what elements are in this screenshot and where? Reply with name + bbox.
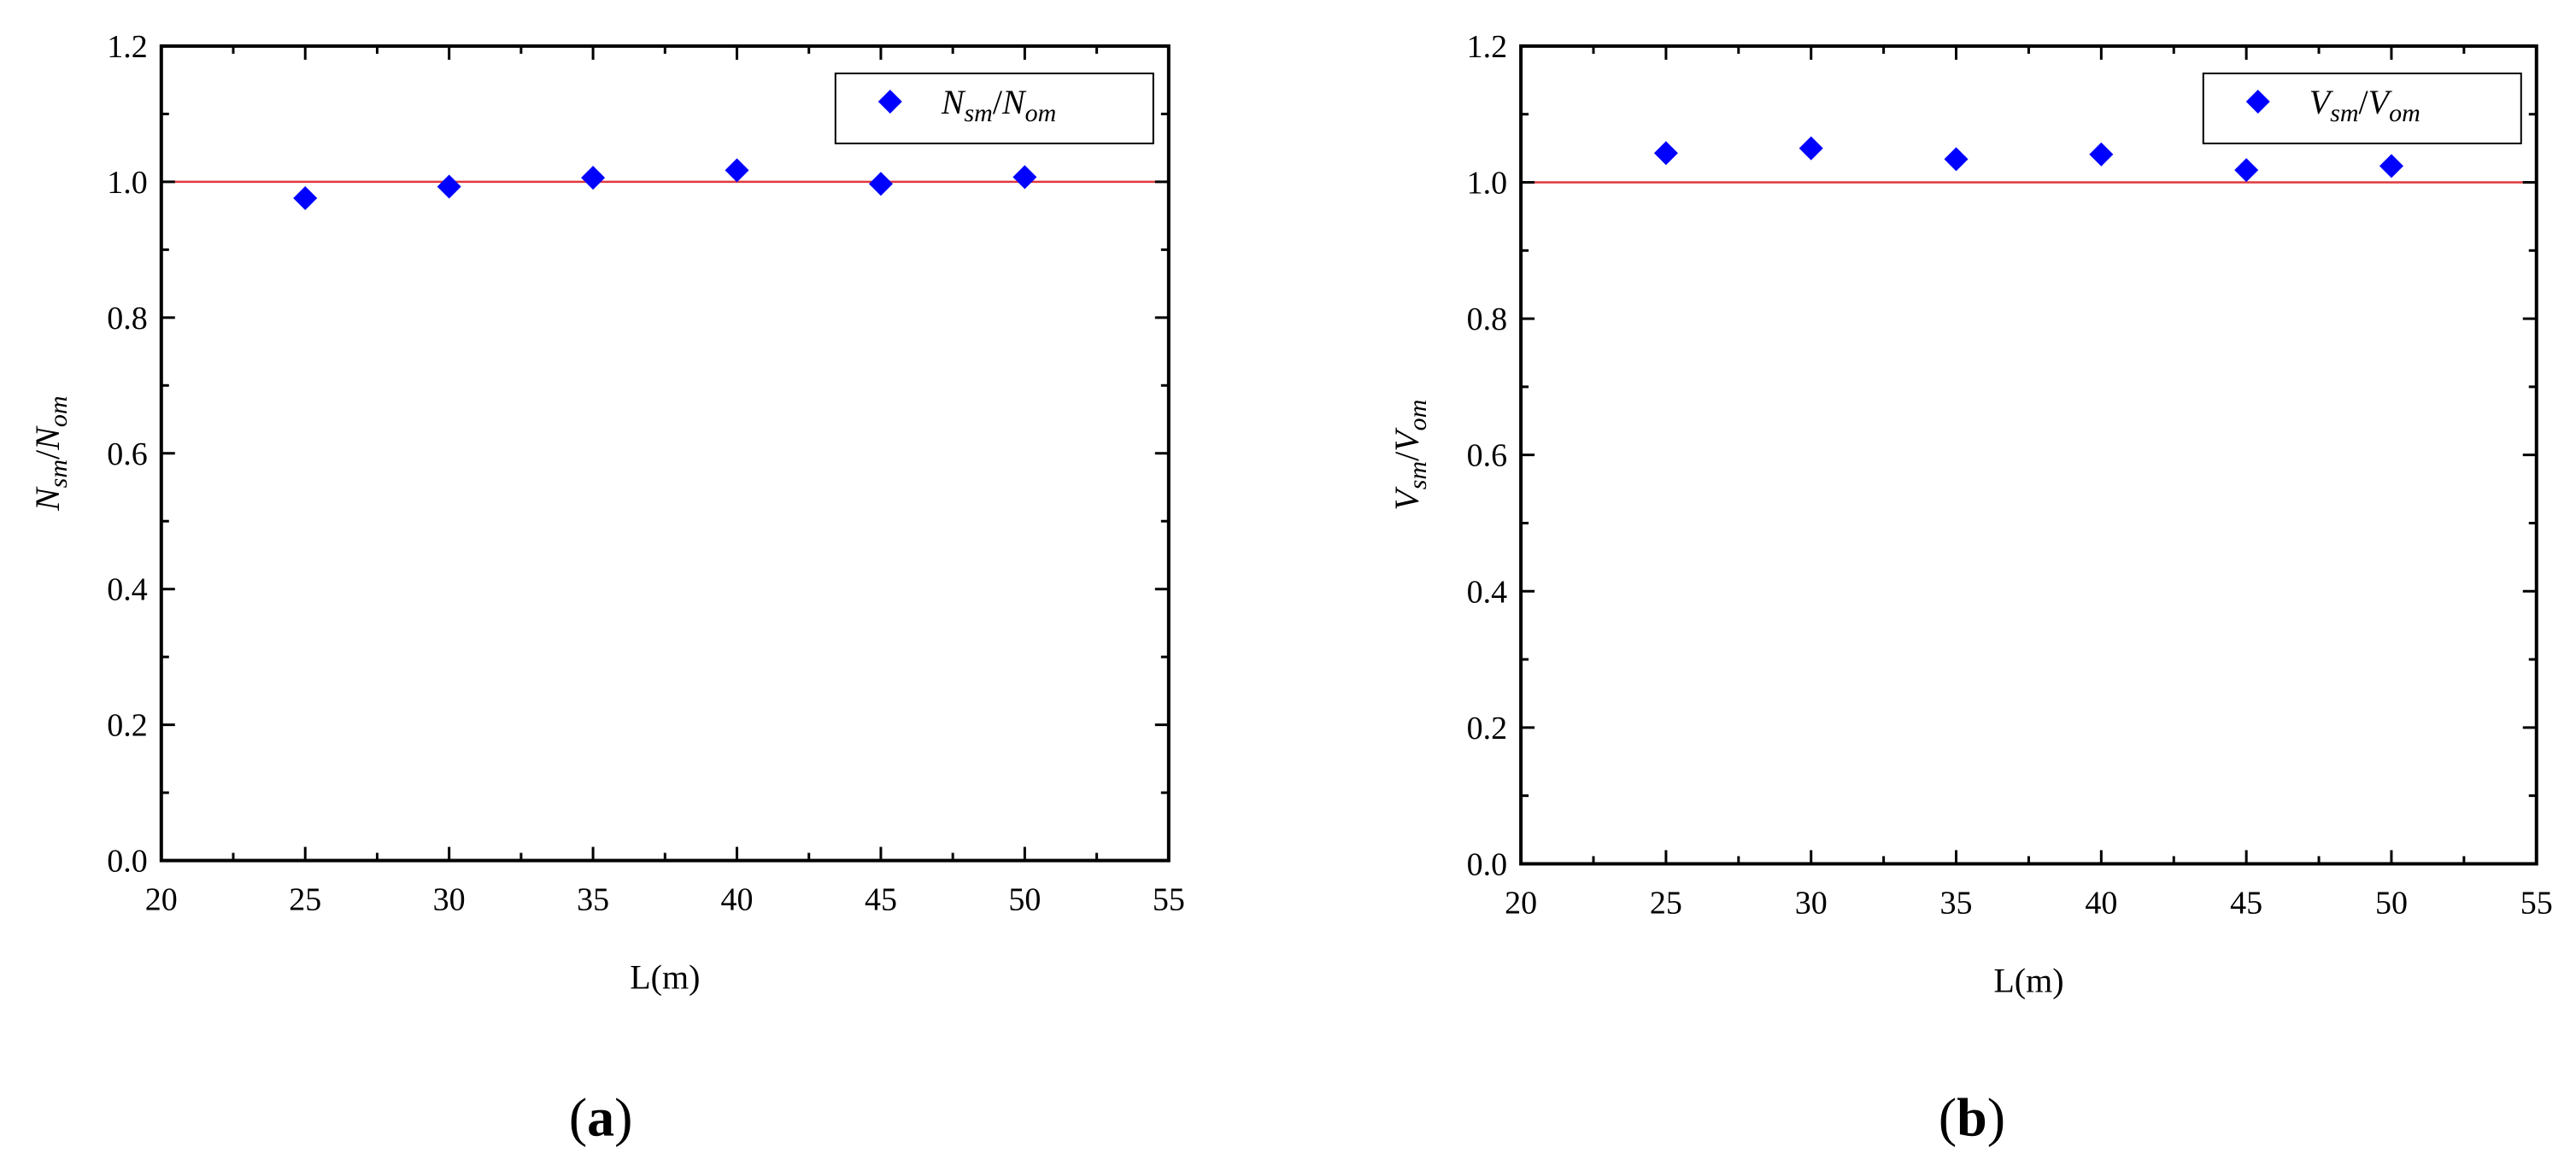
y-axis-label-sub1: sm xyxy=(44,459,73,488)
x-tick-label: 40 xyxy=(2085,885,2117,921)
x-tick-label: 25 xyxy=(289,882,321,918)
data-point xyxy=(1012,165,1037,190)
x-tick-label: 30 xyxy=(1795,885,1828,921)
legend-label-base1: N xyxy=(941,83,966,121)
data-point xyxy=(437,174,461,199)
legend: Nsm/Nom xyxy=(834,72,1154,144)
panel-label: (a) xyxy=(569,1086,633,1147)
y-axis-label-sub2: om xyxy=(1404,400,1432,431)
y-tick-label: 0.0 xyxy=(107,844,148,880)
panel-label-open: ( xyxy=(1939,1086,1957,1147)
data-point xyxy=(2089,142,2114,167)
x-tick-label: 20 xyxy=(1505,885,1537,921)
x-tick-label: 45 xyxy=(2230,885,2262,921)
legend-label-sub2: om xyxy=(2389,99,2421,127)
y-tick-label: 0.2 xyxy=(1467,711,1508,746)
data-point xyxy=(293,185,318,210)
data-point xyxy=(581,166,606,190)
data-point xyxy=(1944,147,1969,172)
y-axis-label-sub1: sm xyxy=(1404,461,1432,489)
y-tick-label: 0.0 xyxy=(1467,846,1508,882)
chart-panel-b: 20 25 30 35 40 45 50 55 0.0 0.2 0.4 0.6 0.8 1.0 1.2 L(m… xyxy=(1388,29,2553,1147)
panel-label-letter: b xyxy=(1957,1086,1987,1147)
x-tick-label: 35 xyxy=(577,882,609,918)
data-point xyxy=(725,158,749,183)
legend-label-sub2: om xyxy=(1025,99,1057,127)
x-tick-label: 40 xyxy=(721,882,754,918)
x-tick-label: 20 xyxy=(145,882,178,918)
data-point xyxy=(1799,136,1823,161)
legend-label-sub1: sm xyxy=(2330,99,2358,127)
x-tick-label: 45 xyxy=(865,882,897,918)
y-tick-label: 0.8 xyxy=(1467,301,1508,337)
y-tick-label: 0.6 xyxy=(1467,438,1508,474)
x-axis-label: L(m) xyxy=(630,958,700,997)
legend-marker xyxy=(2245,89,2270,114)
plot-frame xyxy=(159,44,1171,863)
legend-label-base1: V xyxy=(2309,83,2334,121)
x-tick-label: 50 xyxy=(1008,882,1041,918)
data-point xyxy=(868,172,893,196)
legend-label-sub1: sm xyxy=(965,99,993,127)
legend-label-slash: / xyxy=(993,83,1003,121)
panel-label-close: ) xyxy=(614,1086,632,1147)
legend-marker xyxy=(877,89,902,114)
y-tick-label: 0.4 xyxy=(1467,574,1508,610)
y-tick-label: 0.8 xyxy=(107,301,148,337)
x-tick-label: 35 xyxy=(1940,885,1973,921)
x-tick-label: 55 xyxy=(2520,885,2553,921)
y-axis-label: Nsm/Nom xyxy=(28,395,73,512)
legend-label-slash: / xyxy=(2359,83,2369,121)
x-tick-label: 30 xyxy=(433,882,466,918)
y-axis-label-slash: / xyxy=(1388,451,1426,461)
legend-label: Nsm/Nom xyxy=(941,83,1057,127)
y-tick-label: 0.2 xyxy=(107,708,148,744)
y-axis-label-base1: N xyxy=(28,486,67,512)
y-tick-label: 0.6 xyxy=(107,436,148,472)
data-point xyxy=(1653,141,1678,166)
x-tick-label: 50 xyxy=(2375,885,2408,921)
chart-panel-a: 20 25 30 35 40 45 50 55 0.0 0.2 0.4 0.6 0.8 1.0 1.2 L(m… xyxy=(28,29,1185,1147)
y-tick-label: 1.2 xyxy=(1467,29,1508,65)
y-axis-label-base1: V xyxy=(1388,486,1426,511)
y-tick-label: 1.0 xyxy=(1467,166,1508,202)
x-tick-label: 55 xyxy=(1153,882,1185,918)
y-axis-label-base2: V xyxy=(1388,427,1426,452)
x-axis-label: L(m) xyxy=(1993,961,2063,999)
legend-label-base2: N xyxy=(1001,83,1027,121)
panel-label-close: ) xyxy=(1987,1086,2005,1147)
y-tick-label: 1.0 xyxy=(107,165,148,201)
legend: Vsm/Vom xyxy=(2202,72,2522,144)
y-axis-label-slash: / xyxy=(28,449,67,459)
panel-label-open: ( xyxy=(569,1086,587,1147)
data-point xyxy=(2379,154,2403,179)
y-tick-label: 1.2 xyxy=(107,29,148,65)
data-point xyxy=(2234,158,2259,183)
y-axis-label-sub2: om xyxy=(44,395,73,427)
x-tick-label: 25 xyxy=(1650,885,1682,921)
y-tick-label: 0.4 xyxy=(107,572,148,608)
panel-label-letter: a xyxy=(587,1086,614,1147)
panel-label: (b) xyxy=(1939,1086,2005,1147)
y-axis-label: Vsm/Vom xyxy=(1388,400,1432,511)
legend-label-base2: V xyxy=(2368,83,2393,121)
y-axis-label-base2: N xyxy=(28,425,67,451)
legend-label: Vsm/Vom xyxy=(2309,83,2421,127)
